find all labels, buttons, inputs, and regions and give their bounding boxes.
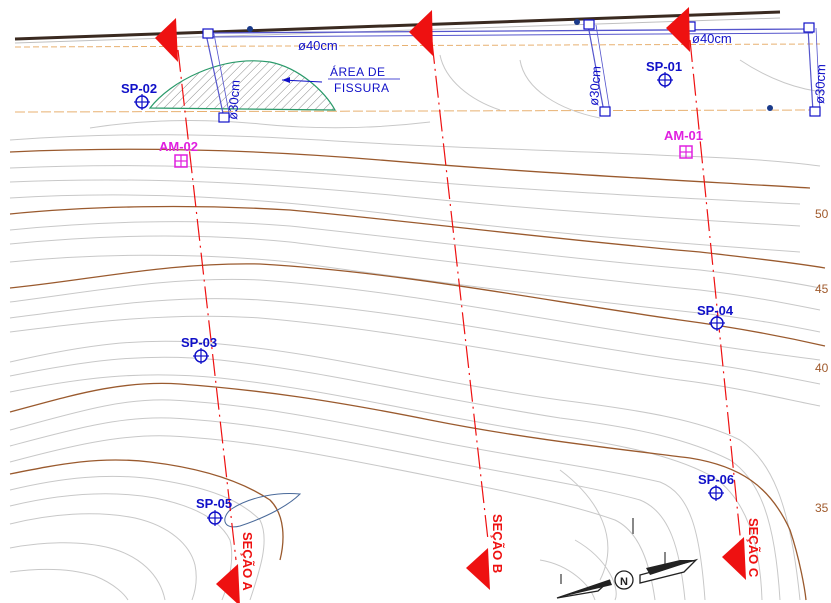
fissure-area-label-line1: ÁREA DE: [330, 64, 386, 79]
elevation-label: 35: [815, 501, 829, 515]
major-contours: [9, 148, 826, 601]
fissure-pointer-arrowhead: [282, 77, 290, 83]
samples: AM-01 AM-02: [159, 128, 703, 168]
ground-marks: [560, 518, 666, 584]
branch-pipe-diameter-label: ø30cm: [225, 80, 243, 121]
section-lines: [177, 39, 743, 561]
branch-pipe-inner: [213, 33, 231, 119]
manholes: [247, 19, 773, 111]
elevation-label: 45: [815, 282, 829, 296]
north-arrow-tail-fill: [557, 580, 612, 598]
section-a-top-arrow: [155, 18, 178, 62]
road-edge-line: [14, 10, 781, 41]
elevation-label: 50: [815, 207, 829, 221]
borehole-label: SP-06: [698, 472, 734, 487]
section-a-bottom-arrow: [216, 564, 240, 603]
borehole-label: SP-03: [181, 335, 217, 350]
north-arrow-head-fill: [646, 560, 696, 575]
branch-pipe: [587, 24, 605, 113]
elevation-labels: 50 45 40 35: [815, 207, 829, 515]
sample-am-02: AM-02: [159, 139, 198, 168]
pipe-fitting: [803, 22, 815, 33]
borehole-sp-04: SP-04: [697, 303, 734, 331]
branch-pipe: [807, 27, 814, 113]
pipe-labels: ø40cm ø40cm ø30cm ø30cm ø30cm: [225, 31, 828, 120]
section-c-top-arrow: [666, 7, 690, 52]
pipe-fitting: [809, 106, 821, 117]
fissure-area-label-line2: FISSURA: [334, 81, 390, 95]
main-pipe-diameter-label: ø40cm: [298, 38, 338, 53]
manhole-dot: [247, 26, 253, 32]
borehole-sp-02: SP-02: [121, 81, 157, 110]
main-pipe-inner: [207, 32, 814, 38]
branch-pipe-diameter-label: ø30cm: [586, 66, 604, 107]
manhole-dot: [574, 19, 580, 25]
section-c-bottom-arrow: [722, 537, 746, 580]
borehole-sp-05: SP-05: [196, 496, 232, 526]
pipe-fitting: [599, 106, 611, 117]
borehole-sp-01: SP-01: [646, 59, 682, 88]
fissure-area: ÁREA DE FISSURA: [148, 60, 400, 111]
section-arrows: [155, 7, 746, 603]
section-b-bottom-arrow: [466, 548, 490, 590]
drainage-pipes: [205, 24, 821, 119]
branch-pipe: [205, 33, 225, 119]
manhole-dot: [767, 105, 773, 111]
elevation-label: 40: [815, 361, 829, 375]
section-c-label: SEÇÃO C: [746, 518, 761, 578]
sample-am-01: AM-01: [664, 128, 703, 159]
branch-pipe-diameter-label: ø30cm: [812, 64, 828, 104]
main-pipe: [207, 28, 814, 34]
pipe-fitting: [202, 28, 214, 39]
borehole-label: SP-02: [121, 81, 157, 96]
borehole-sp-06: SP-06: [698, 472, 734, 501]
main-pipe-diameter-label: ø40cm: [692, 31, 732, 46]
section-b-label: SEÇÃO B: [490, 514, 505, 573]
sample-label: AM-02: [159, 139, 198, 154]
section-c-cut-line: [689, 39, 743, 556]
section-b-top-arrow: [409, 10, 433, 56]
fissure-area-shape: [148, 60, 337, 111]
pipe-fittings: [202, 19, 821, 123]
borehole-label: SP-05: [196, 496, 232, 511]
borehole-label: SP-04: [697, 303, 734, 318]
pipe-fitting: [218, 112, 230, 123]
minor-contours: [9, 54, 826, 601]
pipe-fitting: [583, 19, 595, 30]
section-b-cut-line: [431, 41, 489, 541]
north-arrow-circle: [614, 570, 634, 590]
sample-label: AM-01: [664, 128, 703, 143]
section-a-label: SEÇÃO A: [240, 532, 255, 591]
north-arrow-symbol: N: [620, 576, 628, 588]
borehole-label: SP-01: [646, 59, 682, 74]
section-labels: SEÇÃO A SEÇÃO B SEÇÃO C: [240, 514, 761, 591]
borehole-sp-03: SP-03: [181, 335, 217, 364]
road-shoulder-line: [14, 17, 781, 44]
road-lower-line: [14, 109, 821, 113]
section-a-cut-line: [177, 49, 237, 561]
branch-pipe-inner: [815, 27, 821, 113]
boreholes: SP-01 SP-02 SP-03 SP-04 SP-05: [121, 59, 734, 526]
north-arrow: N: [556, 558, 699, 599]
branch-pipe-inner: [595, 24, 611, 113]
